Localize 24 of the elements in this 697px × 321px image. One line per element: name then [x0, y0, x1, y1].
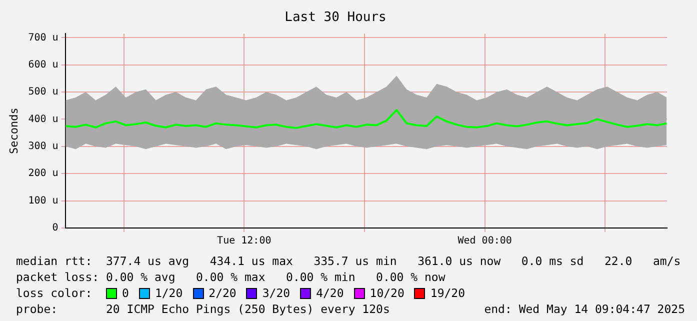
y-tick-label: 700 u: [28, 32, 58, 44]
y-tick-label: 200 u: [28, 168, 58, 180]
y-tick-label: 0: [52, 222, 58, 234]
legend-label: 19/20: [430, 285, 466, 301]
legend-label: 3/20: [262, 285, 290, 301]
legend-label: 0: [122, 285, 129, 301]
legend-label: 1/20: [154, 285, 183, 301]
legend-label: 4/20: [316, 285, 344, 301]
y-tick-label: 500 u: [28, 86, 58, 98]
x-tick-label: Wed 00:00: [458, 236, 512, 247]
text: end: Wed May 14 09:04:47 2025: [484, 301, 685, 317]
legend-label: 10/20: [370, 285, 404, 301]
y-axis-title: Seconds: [7, 108, 20, 154]
text: median rtt: 377.4 us avg 434.1 us max 335.7 us min 361.0 us now 0.0 ms sd 22.0 am/s: [16, 253, 681, 269]
text: probe: 20 ICMP Echo Pings (250 Bytes) every 120s: [16, 301, 390, 317]
y-tick-label: 600 u: [28, 59, 58, 70]
x-tick-label: Tue 12:00: [217, 236, 272, 247]
text: packet loss: 0.00 % avg 0.00 % max 0.00 % min 0.00 % now: [16, 269, 446, 285]
legend-title: loss color:: [16, 285, 94, 301]
legend-label: 2/20: [208, 285, 236, 301]
y-tick-label: 400 u: [28, 114, 58, 125]
chart-title: Last 30 Hours: [284, 10, 386, 26]
y-tick-label: 100 u: [28, 195, 58, 206]
y-tick-label: 300 u: [28, 141, 58, 152]
